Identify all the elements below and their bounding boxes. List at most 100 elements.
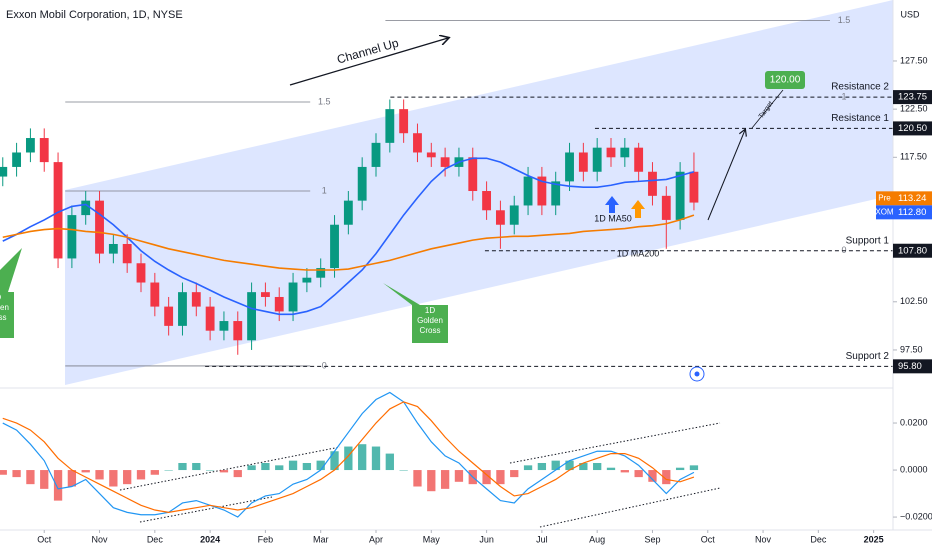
candle-body xyxy=(620,147,630,158)
histogram-bar xyxy=(413,470,422,487)
level-price-box xyxy=(893,359,932,374)
histogram-bar xyxy=(648,470,657,482)
histogram-bar xyxy=(675,467,685,471)
price-pane: 1.5 1 0 1.5 1 0 Resistance 2 Resistance 1 Suppor… xyxy=(0,15,893,370)
histogram-bar xyxy=(358,444,367,471)
x-tick-label: Dec xyxy=(147,534,164,544)
level-name: Resistance 2 xyxy=(831,82,889,93)
y-tick-label: 117.50 xyxy=(900,152,927,162)
moving-average xyxy=(2,214,695,271)
candle-body xyxy=(606,147,616,158)
candle-body xyxy=(219,321,229,331)
golden-cross-text-left: 1D Golden Cross xyxy=(0,293,9,322)
fib-label: 0 xyxy=(841,245,846,255)
candle-body xyxy=(413,133,422,153)
histogram-bar xyxy=(385,453,394,471)
quote-price-box xyxy=(893,191,932,206)
x-tick-label: 2024 xyxy=(200,534,220,544)
x-tick-label: Jun xyxy=(479,534,494,544)
event-icon-dot xyxy=(694,371,700,377)
histogram-bar xyxy=(427,470,436,492)
candle-body xyxy=(648,171,657,196)
candle-body xyxy=(233,321,243,341)
candle-body xyxy=(95,200,104,254)
candle-body xyxy=(53,162,63,259)
candle-body xyxy=(330,224,339,269)
candle-body xyxy=(399,109,409,134)
ma200-arrow xyxy=(631,200,645,218)
histogram-bar xyxy=(192,462,201,471)
histogram-bar xyxy=(496,470,505,485)
candle-body xyxy=(509,205,519,225)
x-tick-label: Oct xyxy=(701,534,716,544)
macd-channel xyxy=(139,496,273,523)
candle-body xyxy=(136,263,146,283)
quote-price: 112.80 xyxy=(898,207,926,218)
candle-body xyxy=(191,292,201,307)
level-name: Support 1 xyxy=(846,235,890,246)
macd-line xyxy=(2,391,695,518)
candle-body xyxy=(495,210,505,225)
candle-body xyxy=(634,147,644,172)
quote-name: Pre xyxy=(878,193,891,202)
golden-cross-callout xyxy=(383,283,448,343)
candle-body xyxy=(675,171,685,220)
fib-label: 1 xyxy=(322,185,327,195)
x-tick-label: Feb xyxy=(258,534,274,544)
x-tick-label: Nov xyxy=(92,534,109,544)
y-tick-label: 102.50 xyxy=(900,296,928,306)
histogram-bar xyxy=(316,460,325,471)
candle-body xyxy=(578,152,588,172)
y-tick-label: 127.50 xyxy=(900,55,928,65)
candle-body xyxy=(440,157,450,167)
quote-price: 113.24 xyxy=(898,193,926,204)
level-price-box xyxy=(893,121,932,136)
candle-body xyxy=(343,200,353,225)
histogram-bar xyxy=(344,446,353,471)
histogram-bar xyxy=(123,470,132,485)
candle-body xyxy=(150,282,160,307)
level-name: Support 2 xyxy=(846,351,890,362)
level-price: 123.75 xyxy=(898,92,927,103)
target-arrow xyxy=(707,130,745,221)
histogram-bar xyxy=(689,465,699,471)
histogram-bar xyxy=(81,470,90,473)
histogram-bar xyxy=(233,470,242,478)
x-tick-label: May xyxy=(423,534,441,544)
chart-title: Exxon Mobil Corporation, 1D, NYSE xyxy=(6,9,183,21)
axes: 123.75 120.50 107.80 95.80 97.50 102.50 117.50… xyxy=(37,55,932,544)
candle-body xyxy=(81,200,91,216)
histogram-bar xyxy=(40,470,49,489)
histogram-bar xyxy=(662,470,671,485)
title-bg xyxy=(0,6,222,24)
histogram-bar xyxy=(67,470,77,487)
candle-body xyxy=(689,171,699,203)
histogram-bar xyxy=(579,462,588,471)
candle-body xyxy=(537,176,547,206)
golden-cross-text: 1D Golden Cross xyxy=(417,306,443,335)
histogram-bar xyxy=(0,470,7,475)
macd-pane xyxy=(0,391,721,528)
candle-body xyxy=(482,191,492,211)
candle-body xyxy=(316,268,326,278)
histogram-bar xyxy=(537,462,547,471)
x-tick-label: Sep xyxy=(644,534,660,544)
candle-body xyxy=(523,176,533,206)
level-price: 120.50 xyxy=(898,123,927,134)
x-tick-label: Apr xyxy=(369,534,383,544)
histogram-bar xyxy=(53,470,63,501)
histogram-bar xyxy=(440,470,450,489)
level-price: 95.80 xyxy=(898,361,922,372)
target-price: 120.00 xyxy=(770,75,801,86)
candle-body xyxy=(302,277,312,283)
histogram-bar xyxy=(620,470,629,473)
x-tick-label: Jul xyxy=(536,534,548,544)
histogram-bar xyxy=(593,462,602,471)
macd-channel xyxy=(119,446,341,491)
ma200-label: 1D MA200 xyxy=(617,248,660,258)
level-price-box xyxy=(893,243,932,258)
histogram-bar xyxy=(565,460,574,471)
ma50-label: 1D MA50 xyxy=(594,213,632,223)
quote-price-box xyxy=(893,205,932,220)
x-tick-label: Aug xyxy=(589,534,605,544)
